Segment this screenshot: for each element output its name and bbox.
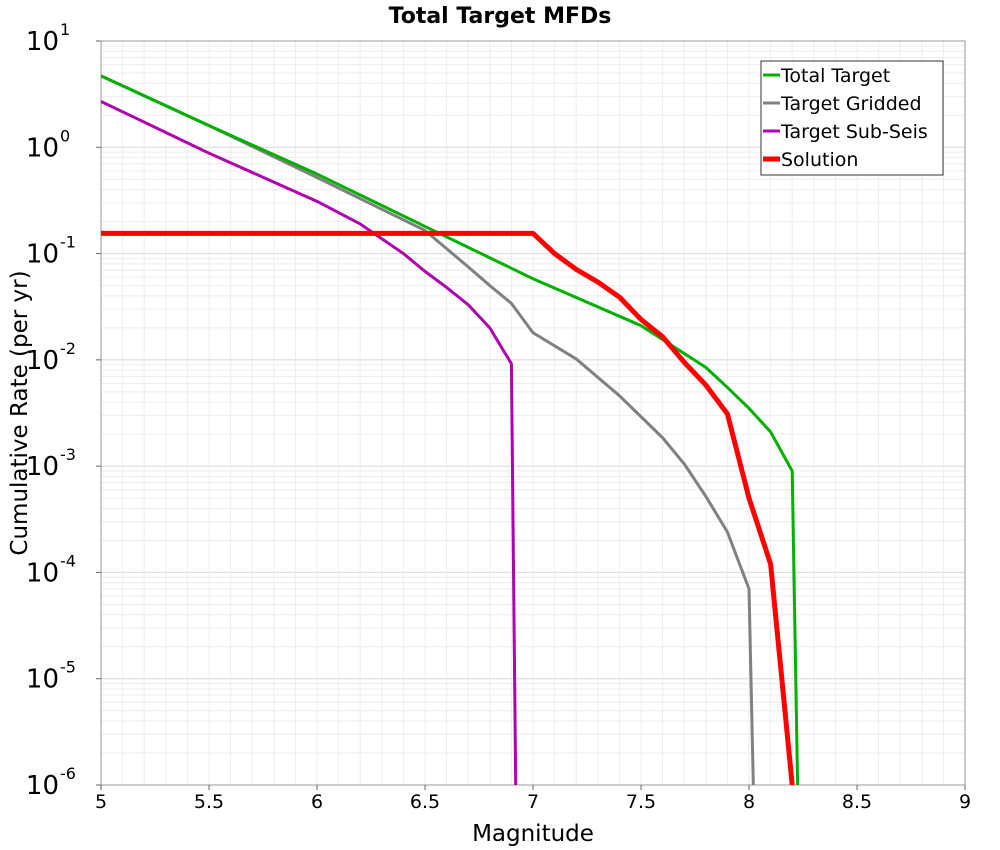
series-line-solution xyxy=(101,230,795,785)
y-tick-label: 10 xyxy=(26,27,59,57)
legend-label: Solution xyxy=(781,149,858,171)
series-line-target-sub-seis xyxy=(101,100,518,785)
y-tick-label: 10 xyxy=(26,558,59,588)
x-axis-ticks: 5 5.5 6 6.5 7 7.5 8 8.5 9 xyxy=(95,785,971,813)
legend-label: Target Sub-Seis xyxy=(780,121,928,143)
legend-box xyxy=(760,60,944,176)
legend-label: Total Target xyxy=(780,65,890,87)
x-tick-label: 9 xyxy=(959,791,971,813)
y-tick-exponent: -2 xyxy=(60,339,76,358)
x-tick-label: 8 xyxy=(743,791,755,813)
x-tick-label: 6 xyxy=(311,791,323,813)
chart-title: Total Target MFDs xyxy=(389,4,612,29)
y-tick-exponent: -6 xyxy=(60,764,76,783)
x-tick-label: 6.5 xyxy=(410,791,440,813)
y-tick-exponent: -1 xyxy=(60,233,76,252)
y-tick-exponent: 1 xyxy=(60,20,70,39)
y-tick-label: 10 xyxy=(26,771,59,801)
y-tick-exponent: -3 xyxy=(60,445,76,464)
y-tick-label: 10 xyxy=(26,665,59,695)
x-tick-label: 7.5 xyxy=(626,791,656,813)
y-tick-label: 10 xyxy=(26,240,59,270)
y-axis-label: Cumulative Rate (per yr) xyxy=(7,270,33,555)
y-tick-exponent: 0 xyxy=(60,126,70,145)
x-axis-label: Magnitude xyxy=(472,821,594,847)
x-tick-label: 5.5 xyxy=(194,791,224,813)
x-tick-label: 8.5 xyxy=(842,791,872,813)
series-layer xyxy=(101,74,800,785)
y-tick-label: 10 xyxy=(26,346,59,376)
y-tick-exponent: -5 xyxy=(60,658,76,677)
x-tick-label: 5 xyxy=(95,791,107,813)
y-tick-label: 10 xyxy=(26,133,59,163)
y-tick-exponent: -4 xyxy=(60,551,76,570)
y-tick-label: 10 xyxy=(26,452,59,482)
legend-label: Target Gridded xyxy=(780,93,922,115)
legend: Total Target Target Gridded Target Sub-Sei… xyxy=(760,60,944,176)
series-line-target-gridded xyxy=(101,74,755,785)
x-tick-label: 7 xyxy=(527,791,539,813)
